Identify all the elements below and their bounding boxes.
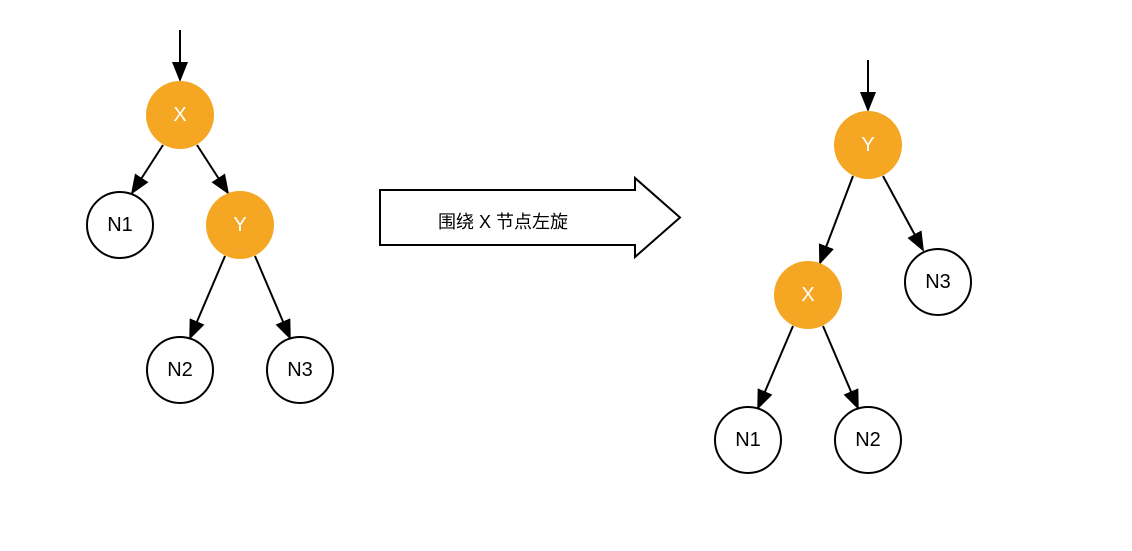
tree-edge — [190, 256, 225, 338]
tree-node-N2_L: N2 — [146, 336, 214, 404]
center-arrow-label: 围绕 X 节点左旋 — [438, 208, 568, 234]
tree-edge — [883, 176, 923, 250]
tree-node-Y: Y — [206, 191, 274, 259]
tree-node-N1_L: N1 — [86, 191, 154, 259]
tree-edge — [132, 145, 163, 193]
tree-node-Y_R: Y — [834, 111, 902, 179]
tree-edge — [758, 326, 793, 408]
tree-node-N1_R: N1 — [714, 406, 782, 474]
tree-node-X_R: X — [774, 261, 842, 329]
tree-node-N3_L: N3 — [266, 336, 334, 404]
tree-node-X: X — [146, 81, 214, 149]
tree-edge — [255, 256, 290, 338]
tree-edge — [197, 145, 228, 193]
tree-node-N2_R: N2 — [834, 406, 902, 474]
tree-edge — [820, 176, 853, 263]
tree-edge — [823, 326, 858, 408]
tree-node-N3_R: N3 — [904, 248, 972, 316]
